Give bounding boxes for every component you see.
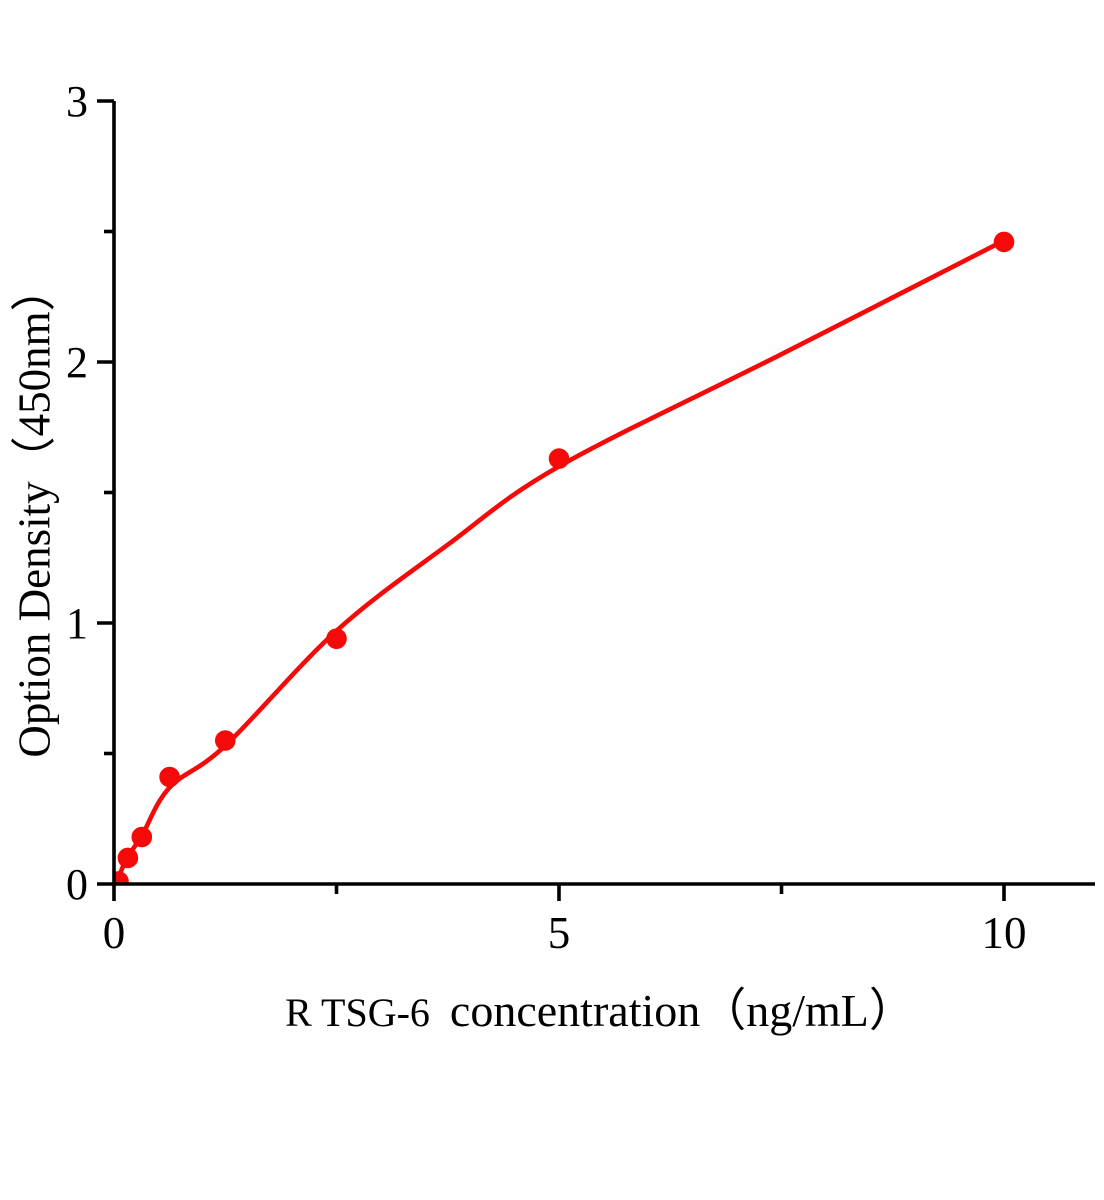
- data-point: [215, 730, 236, 751]
- tick-marks: [97, 99, 1006, 901]
- data-point: [117, 847, 139, 869]
- axes-lines: [112, 101, 1095, 886]
- fit-curve-line: [114, 238, 1007, 884]
- data-point: [993, 231, 1015, 253]
- y-tick-label: 3: [66, 77, 88, 126]
- data-point: [131, 826, 153, 848]
- data-point: [548, 448, 570, 469]
- data-point: [159, 766, 180, 788]
- x-axis-title-prefix: R TSG-6: [285, 990, 430, 1035]
- x-tick-label: 10: [982, 908, 1027, 958]
- plot-area: [114, 231, 1015, 884]
- y-tick-label: 2: [66, 338, 88, 387]
- x-tick-label: 5: [548, 908, 571, 958]
- data-point: [326, 628, 347, 649]
- y-axis-title: Option Density（450nm）: [9, 266, 60, 758]
- data-point: [114, 871, 129, 884]
- x-tick-label: 0: [103, 908, 126, 958]
- x-axis-title: R TSG-6 concentration（ng/mL）: [96, 974, 1104, 1040]
- x-axis-title-main: concentration（ng/mL）: [449, 985, 915, 1036]
- y-tick-label: 1: [66, 599, 88, 648]
- y-tick-label: 0: [66, 860, 88, 909]
